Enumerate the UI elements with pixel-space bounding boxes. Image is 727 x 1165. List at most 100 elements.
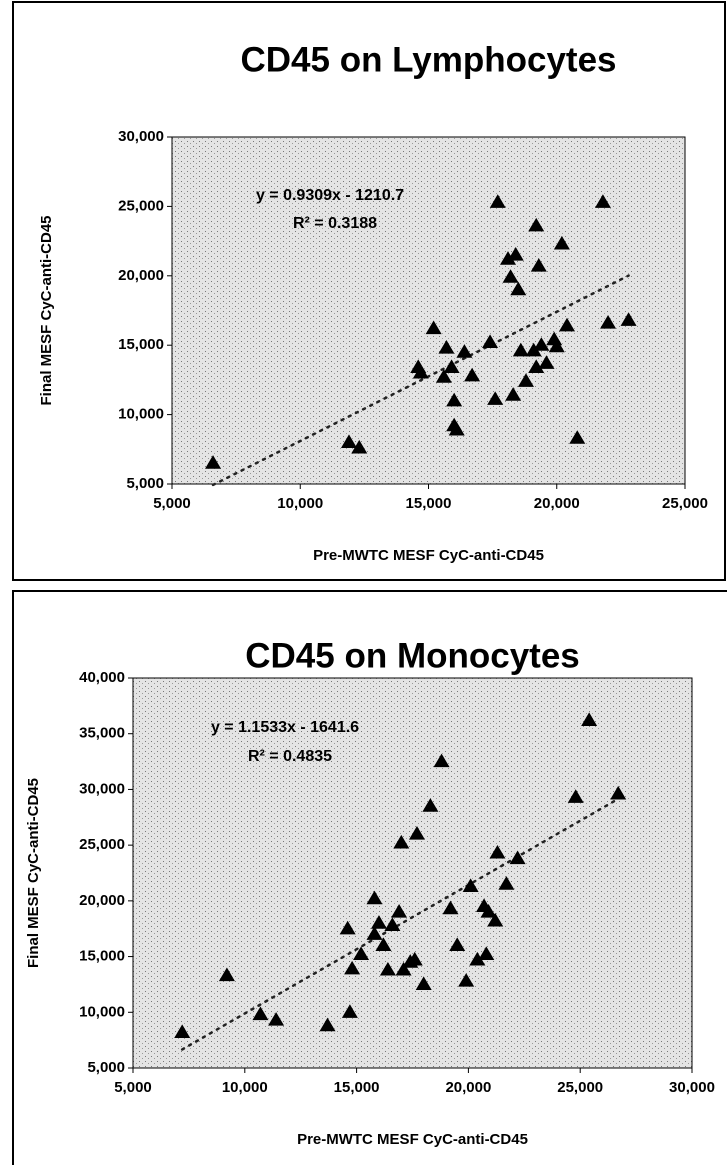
point [340, 434, 357, 448]
point [366, 890, 383, 905]
point [395, 961, 412, 976]
y-tick-label: 5,000 [87, 1059, 125, 1076]
plot-area [132, 677, 693, 1069]
point [370, 915, 387, 929]
y-tick-label: 25,000 [79, 836, 125, 853]
trendline-r2: R² = 0.4835 [248, 748, 332, 765]
point [458, 973, 475, 987]
panel-frame [12, 590, 727, 1165]
point [391, 904, 408, 918]
point [174, 1024, 191, 1038]
point [482, 334, 499, 349]
x-tick-label: 5,000 [153, 495, 191, 512]
point [581, 712, 598, 726]
point [530, 258, 547, 272]
point [528, 359, 545, 374]
point [538, 355, 555, 369]
y-axis-label: Final MESF CyC-anti-CD45 [25, 778, 42, 968]
x-tick-label: 5,000 [114, 1079, 152, 1096]
point [448, 421, 465, 436]
y-tick-label: 35,000 [79, 725, 125, 742]
y-tick-label: 20,000 [118, 267, 164, 284]
trendline-r2: R² = 0.3188 [293, 215, 377, 232]
point [268, 1012, 285, 1026]
point [517, 373, 534, 387]
y-tick-label: 25,000 [118, 197, 164, 214]
point [525, 342, 542, 357]
point [512, 342, 529, 357]
point [435, 369, 452, 383]
point [408, 826, 425, 840]
point [480, 904, 497, 918]
y-tick-label: 30,000 [79, 780, 125, 797]
point [433, 753, 450, 768]
trendline [180, 797, 620, 1051]
point [252, 1006, 269, 1021]
y-tick-label: 5,000 [126, 475, 164, 492]
trendline-equation: y = 0.9309x - 1210.7 [256, 187, 404, 204]
y-tick-label: 30,000 [118, 128, 164, 145]
point [438, 339, 455, 354]
point [594, 194, 611, 208]
trendline-equation: y = 1.1533x - 1641.6 [211, 719, 359, 736]
x-tick-label: 20,000 [534, 495, 580, 512]
point [442, 900, 459, 915]
point [600, 314, 617, 329]
point [375, 937, 392, 952]
point [351, 439, 368, 454]
x-tick-label: 15,000 [334, 1079, 380, 1096]
panel-frame [12, 1, 726, 581]
point [449, 937, 466, 952]
point [478, 946, 495, 960]
x-tick-label: 10,000 [222, 1079, 268, 1096]
point [469, 951, 486, 966]
point [205, 455, 222, 469]
point [487, 391, 504, 405]
point [509, 850, 526, 865]
point [406, 951, 423, 966]
point [339, 920, 356, 935]
x-axis-label: Pre-MWTC MESF CyC-anti-CD45 [313, 547, 544, 564]
y-axis-label: Final MESF CyC-anti-CD45 [38, 215, 55, 405]
x-tick-label: 25,000 [662, 495, 708, 512]
point [505, 387, 522, 401]
point [422, 798, 439, 812]
point [610, 785, 627, 800]
x-tick-label: 30,000 [669, 1079, 715, 1096]
y-tick-label: 10,000 [79, 1003, 125, 1020]
point [425, 320, 442, 335]
x-tick-label: 25,000 [557, 1079, 603, 1096]
point [502, 269, 519, 283]
point [559, 317, 576, 332]
point [507, 246, 524, 261]
point [548, 338, 565, 353]
chart-title: CD45 on Monocytes [245, 636, 580, 675]
point [569, 430, 586, 444]
point [379, 961, 396, 976]
point [500, 251, 517, 265]
point [341, 1004, 358, 1018]
point [464, 367, 481, 382]
point [533, 337, 550, 351]
point [510, 281, 527, 296]
point [393, 834, 410, 849]
point [446, 392, 463, 407]
y-tick-label: 10,000 [118, 406, 164, 423]
x-tick-label: 20,000 [445, 1079, 491, 1096]
point [487, 912, 504, 927]
point [456, 344, 473, 358]
x-axis-label: Pre-MWTC MESF CyC-anti-CD45 [297, 1131, 528, 1148]
point [366, 926, 383, 940]
point [528, 217, 545, 232]
point [462, 878, 479, 892]
point [498, 876, 515, 890]
x-tick-label: 15,000 [406, 495, 452, 512]
y-tick-label: 20,000 [79, 892, 125, 909]
point [344, 960, 361, 975]
x-tick-label: 10,000 [277, 495, 323, 512]
plot-area [171, 136, 686, 485]
point [489, 844, 506, 859]
point [415, 976, 432, 991]
point [384, 917, 401, 931]
